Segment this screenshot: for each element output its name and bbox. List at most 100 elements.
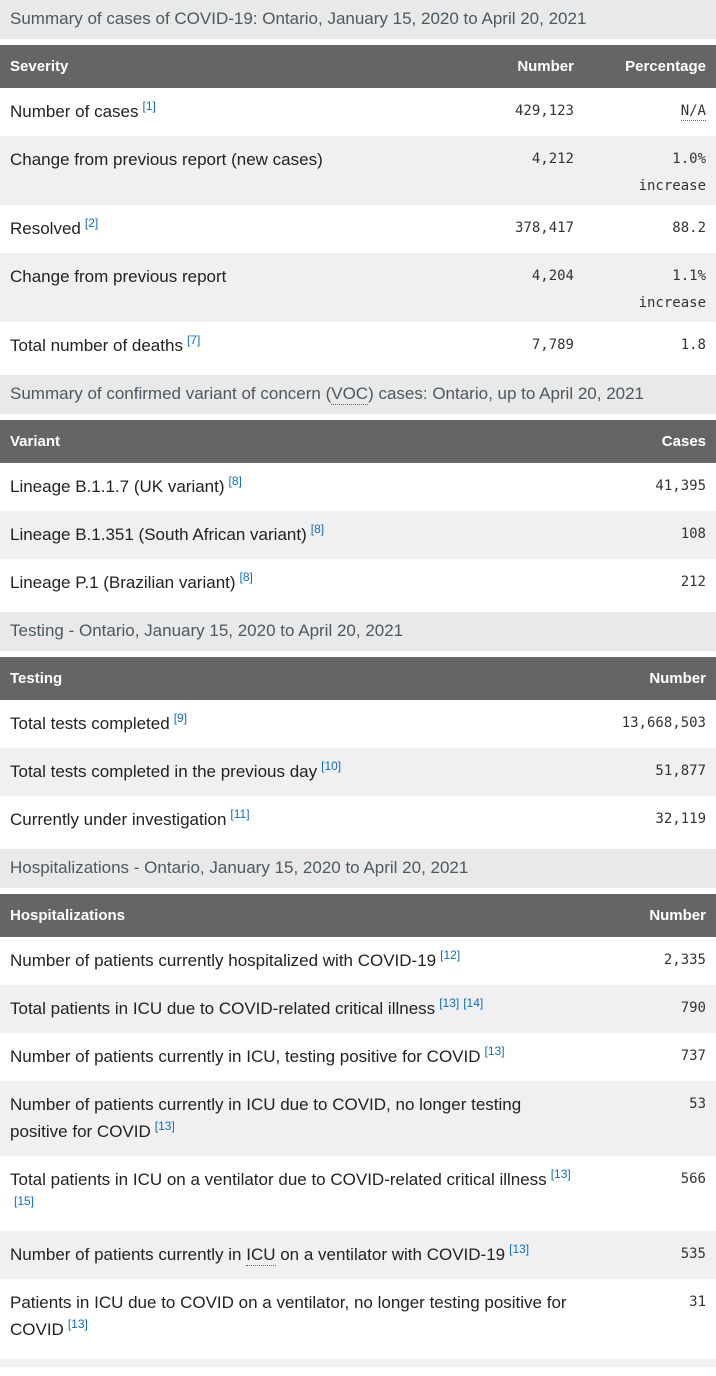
column-header-severity: Severity [0, 45, 472, 88]
footnote-link[interactable]: [8] [228, 474, 242, 489]
percentage-value: 1.8 [680, 337, 706, 353]
number-value: 51,877 [655, 763, 706, 779]
column-header-variant: Variant [0, 420, 586, 463]
table-row: Total patients in ICU on a ventilator du… [0, 1156, 716, 1231]
variant-table: Variant Cases Lineage B.1.1.7 (UK varian… [0, 420, 716, 607]
footnote-ref: [13] [155, 1119, 175, 1133]
row-label-text: on a ventilator with COVID-19 [275, 1245, 506, 1264]
footnote-link[interactable]: [7] [186, 333, 201, 348]
next-row-partial [0, 1359, 716, 1367]
row-label: Number of patients currently hospitalize… [0, 937, 586, 985]
table-row: Number of patients currently in ICU on a… [0, 1231, 716, 1279]
section-testing: Testing - Ontario, January 15, 2020 to A… [0, 612, 716, 844]
table-header-row: Hospitalizations Number [0, 894, 716, 937]
row-label: Number of patients currently in ICU on a… [0, 1231, 586, 1279]
row-label-text: Number of patients currently in [10, 1245, 247, 1264]
footnote-link[interactable]: [8] [239, 570, 253, 585]
number-value: 535 [680, 1246, 706, 1262]
column-header-number: Number [586, 657, 716, 700]
table-caption: Testing - Ontario, January 15, 2020 to A… [0, 612, 716, 651]
footnote-link[interactable]: [12] [440, 948, 461, 963]
footnote-link[interactable]: [13] [509, 1242, 530, 1257]
table-row: Lineage P.1 (Brazilian variant) [8] 212 [0, 559, 716, 607]
row-label-text: Number of cases [10, 102, 139, 121]
footnote-ref: [1] [143, 99, 156, 113]
percentage-note: increase [638, 295, 706, 311]
table-header-row: Variant Cases [0, 420, 716, 463]
row-label: Patients in ICU due to COVID on a ventil… [0, 1279, 586, 1354]
row-label-text: Number of patients currently in ICU, tes… [10, 1047, 481, 1066]
number-value: 53 [689, 1096, 706, 1112]
number-value: 4,212 [531, 151, 574, 167]
number-value: 31 [689, 1294, 706, 1310]
table-row: Total number of deaths [7] 7,789 1.8 [0, 322, 716, 370]
row-label-text: Total number of deaths [10, 336, 183, 355]
footnote-link[interactable]: [10] [321, 759, 342, 774]
row-label: Resolved [2] [0, 205, 472, 253]
footnote-link[interactable]: [13] [154, 1119, 175, 1134]
footnote-link[interactable]: [13] [67, 1317, 88, 1332]
table-row: Resolved [2] 378,417 88.2 [0, 205, 716, 253]
number-value: 429,123 [514, 103, 574, 119]
table-row: Number of patients currently in ICU, tes… [0, 1033, 716, 1081]
percentage-note: increase [638, 178, 706, 194]
number-value: 737 [680, 1048, 706, 1064]
row-label-text: Total tests completed in the previous da… [10, 762, 318, 781]
row-label-text: Lineage B.1.351 (South African variant) [10, 525, 307, 544]
footnote-ref: [13] [68, 1317, 88, 1331]
number-value: 13,668,503 [621, 715, 706, 731]
footnote-link[interactable]: [2] [84, 216, 99, 231]
footnote-link[interactable]: [13] [550, 1167, 571, 1182]
table-caption: Summary of confirmed variant of concern … [0, 375, 716, 414]
table-row: Number of cases [1] 429,123 N/A [0, 88, 716, 136]
row-label: Change from previous report [0, 253, 472, 322]
number-value: 2,335 [663, 952, 706, 968]
table-row: Change from previous report 4,204 1.1% in… [0, 253, 716, 322]
row-label: Number of cases [1] [0, 88, 472, 136]
row-label-text: Total patients in ICU due to COVID-relat… [10, 999, 436, 1018]
row-label-text: Patients in ICU due to COVID on a ventil… [10, 1293, 567, 1339]
row-label: Total tests completed [9] [0, 700, 586, 748]
table-row: Total tests completed [9] 13,668,503 [0, 700, 716, 748]
table-row: Total patients in ICU due to COVID-relat… [0, 985, 716, 1033]
footnote-ref: [13] [485, 1044, 505, 1058]
table-row: Change from previous report (new cases) … [0, 136, 716, 205]
number-value: 4,204 [531, 268, 574, 284]
number-value: 108 [680, 526, 706, 542]
row-label: Lineage P.1 (Brazilian variant) [8] [0, 559, 586, 607]
footnote-ref: [11] [230, 807, 249, 821]
column-header-number: Number [586, 894, 716, 937]
footnote-link[interactable]: [13] [484, 1044, 505, 1059]
caption-text: Summary of confirmed variant of concern … [10, 384, 332, 403]
hospitalizations-table: Hospitalizations Number Number of patien… [0, 894, 716, 1354]
footnote-link[interactable]: [8] [310, 522, 325, 537]
table-header-row: Severity Number Percentage [0, 45, 716, 88]
row-label: Lineage B.1.351 (South African variant) [… [0, 511, 586, 559]
footnote-ref: [10] [321, 759, 341, 773]
footnote-ref: [12] [440, 948, 460, 962]
percentage-text: 1.1% [672, 268, 706, 284]
table-row: Number of patients currently in ICU due … [0, 1081, 716, 1156]
section-cases-summary: Summary of cases of COVID-19: Ontario, J… [0, 0, 716, 370]
row-label-text: Currently under investigation [10, 810, 227, 829]
caption-text: ) cases: Ontario, up to April 20, 2021 [368, 384, 645, 403]
table-header-row: Testing Number [0, 657, 716, 700]
footnote-link[interactable]: [15] [14, 1194, 35, 1209]
row-label-text: Lineage B.1.1.7 (UK variant) [10, 477, 225, 496]
row-label: Total patients in ICU due to COVID-relat… [0, 985, 586, 1033]
footnote-link[interactable]: [1] [142, 99, 156, 114]
row-label-text: Lineage P.1 (Brazilian variant) [10, 573, 236, 592]
footnote-link[interactable]: [13] [439, 996, 460, 1011]
row-label: Total tests completed in the previous da… [0, 748, 586, 796]
percentage-value: N/A [584, 88, 716, 136]
section-variants: Summary of confirmed variant of concern … [0, 375, 716, 607]
footnote-link[interactable]: [14] [463, 996, 484, 1011]
column-header-percentage: Percentage [584, 45, 716, 88]
na-abbreviation: N/A [680, 103, 706, 121]
number-value: 790 [680, 1000, 706, 1016]
footnote-ref: [8] [311, 522, 324, 536]
footnote-ref: [13] [551, 1167, 571, 1181]
footnote-ref: [2] [85, 216, 98, 230]
footnote-link[interactable]: [11] [230, 807, 250, 822]
footnote-link[interactable]: [9] [173, 711, 188, 726]
